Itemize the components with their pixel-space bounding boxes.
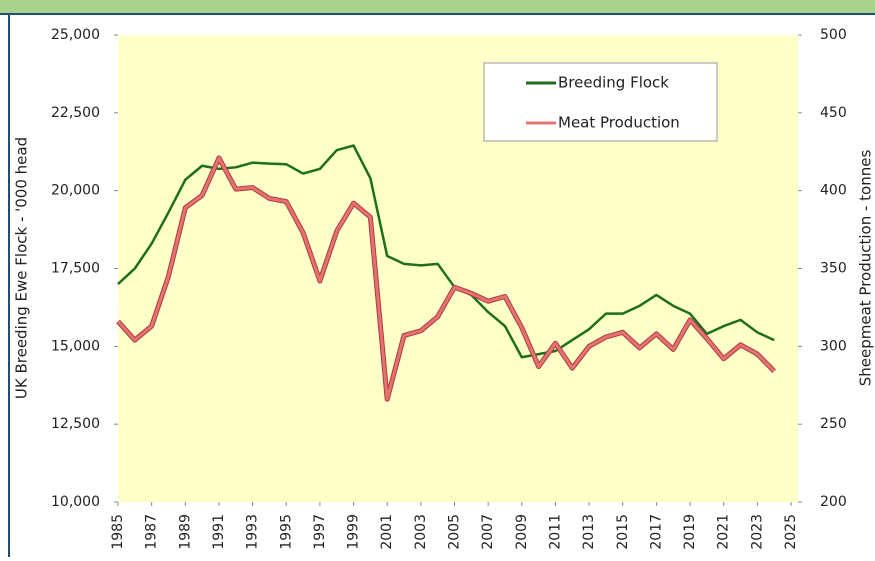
y2-tick-label: 450: [820, 105, 847, 121]
x-tick-label: 2005: [447, 514, 463, 550]
y-tick-label: 10,000: [51, 494, 100, 510]
x-tick-label: 2017: [648, 514, 664, 550]
x-tick-label: 1989: [177, 514, 193, 550]
series-line: [117, 144, 775, 359]
x-tick-label: 2009: [514, 514, 530, 550]
y-tick-label: 17,500: [51, 261, 100, 277]
legend-box: [483, 62, 718, 142]
x-tick-label: 1987: [144, 514, 160, 550]
y-tick-label: 25,000: [51, 27, 100, 43]
y2-tick-label: 250: [820, 416, 847, 432]
x-tick-label: 2021: [716, 514, 732, 550]
y2-axis-label: Sheepmeat Production - tonnes: [857, 150, 875, 387]
y2-tick-label: 300: [820, 338, 847, 354]
y2-tick-label: 500: [820, 27, 847, 43]
x-tick-label: 2003: [413, 514, 429, 550]
x-tick-label: 2023: [749, 514, 765, 550]
x-tick-label: 2001: [379, 514, 395, 550]
x-tick-label: 2013: [581, 514, 597, 550]
y-tick-label: 22,500: [51, 105, 100, 121]
legend-label: Breeding Flock: [558, 74, 669, 92]
x-tick-label: 2025: [783, 514, 799, 550]
x-tick-label: 2019: [682, 514, 698, 550]
y2-tick-label: 400: [820, 183, 847, 199]
y2-tick-label: 200: [820, 494, 847, 510]
top-band: [0, 0, 875, 14]
y-tick-label: 20,000: [51, 183, 100, 199]
x-tick-label: 1999: [346, 514, 362, 550]
series-line: [116, 156, 776, 401]
x-tick-label: 1991: [211, 514, 227, 550]
x-tick-label: 2011: [547, 514, 563, 550]
x-tick-label: 1995: [278, 514, 294, 550]
y-tick-label: 15,000: [51, 338, 100, 354]
y-axis-label: UK Breeding Ewe Flock - '000 head: [13, 137, 31, 399]
x-tick-label: 2007: [480, 514, 496, 550]
x-tick-label: 2015: [615, 514, 631, 550]
x-tick-label: 1997: [312, 514, 328, 550]
y2-tick-label: 350: [820, 261, 847, 277]
x-tick-label: 1993: [245, 514, 261, 550]
y-tick-label: 12,500: [51, 416, 100, 432]
x-tick-label: 1985: [110, 514, 126, 550]
legend-label: Meat Production: [558, 114, 680, 132]
